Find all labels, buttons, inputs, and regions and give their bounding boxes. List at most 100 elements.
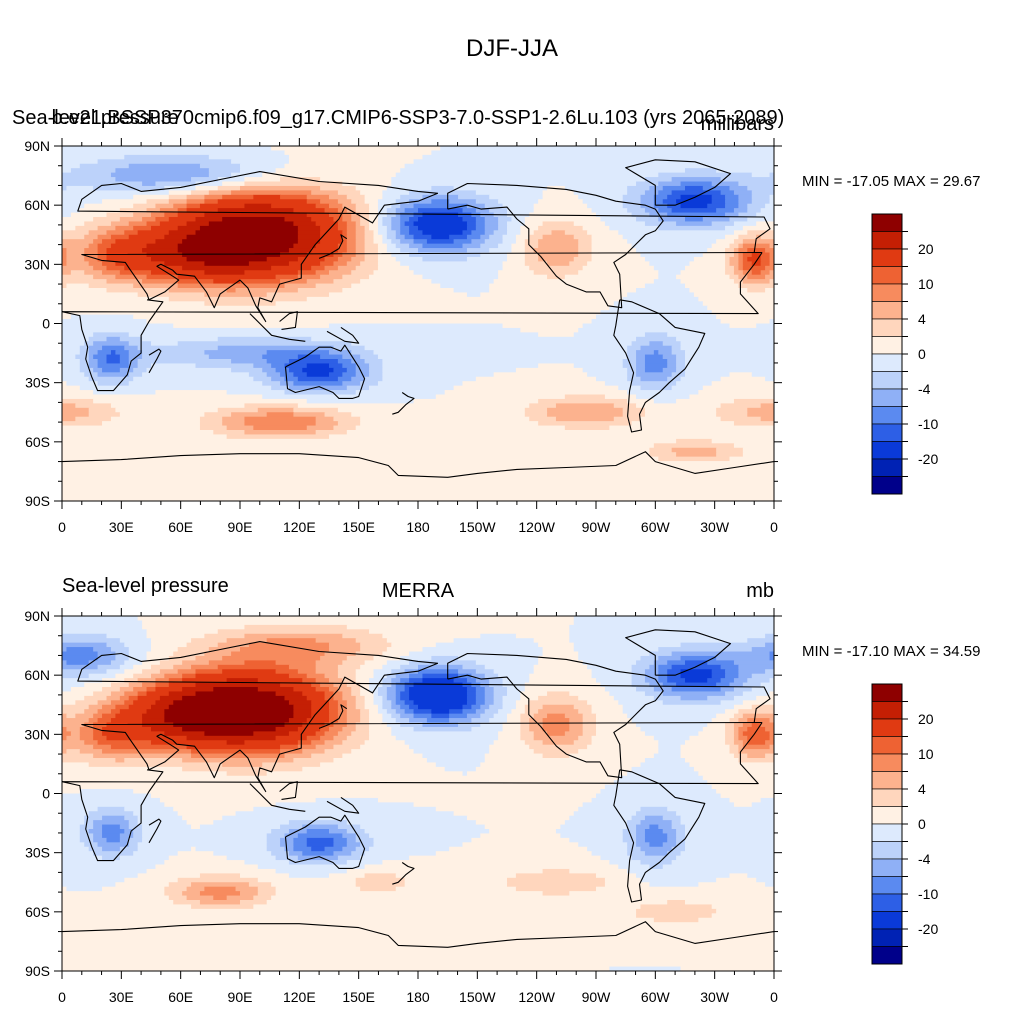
field-cell: [62, 718, 90, 724]
field-cell: [680, 655, 717, 661]
field-cell: [186, 735, 277, 741]
field-cell: [569, 815, 633, 821]
field-cell: [79, 359, 90, 365]
field-cell: [293, 687, 317, 693]
field-cell: [742, 744, 771, 750]
field-cell: [337, 669, 357, 675]
field-cell: [84, 248, 99, 254]
field-cell: [502, 700, 517, 706]
field-cell: [88, 350, 99, 356]
field-cell: [680, 345, 774, 351]
field-cell: [355, 185, 388, 191]
field-cell: [391, 177, 646, 183]
field-cell: [653, 203, 668, 209]
field-cell: [266, 900, 668, 906]
field-cell: [195, 673, 290, 679]
field-cell: [355, 208, 370, 214]
field-cell: [355, 704, 366, 710]
field-cell: [480, 713, 495, 719]
field-cell: [177, 243, 294, 249]
field-cell: [529, 726, 544, 732]
field-cell: [649, 824, 659, 830]
field-cell: [382, 704, 392, 710]
field-cell: [644, 815, 664, 821]
field-cell: [320, 261, 335, 267]
field-cell: [676, 367, 686, 373]
field-cell: [182, 758, 294, 764]
field-cell: [591, 735, 655, 741]
field-cell: [288, 159, 415, 165]
field-cell: [186, 256, 268, 262]
field-cell: [636, 288, 691, 294]
field-cell: [627, 292, 695, 298]
field-cell: [186, 194, 205, 200]
field-cell: [400, 221, 406, 227]
field-cell: [346, 704, 357, 710]
field-cell: [151, 793, 597, 799]
field-cell: [738, 203, 748, 209]
field-cell: [173, 664, 192, 670]
field-cell: [208, 172, 232, 178]
field-cell: [693, 292, 774, 298]
colorbar-box: [871, 476, 903, 495]
field-cell: [110, 691, 125, 697]
field-cell: [644, 407, 717, 413]
field-cell: [547, 731, 566, 737]
field-cell: [284, 376, 299, 382]
field-cell: [395, 687, 406, 693]
field-cell: [498, 731, 521, 737]
field-cell: [315, 243, 339, 249]
field-cell: [253, 731, 290, 737]
field-cell: [644, 837, 668, 843]
field-cell: [578, 806, 642, 812]
field-cell: [409, 225, 419, 231]
field-cell: [115, 274, 148, 280]
field-cell: [351, 283, 441, 289]
field-cell: [151, 363, 197, 369]
field-cell: [524, 217, 602, 223]
field-cell: [97, 234, 112, 240]
x-tick-label: 0: [58, 519, 66, 535]
field-cell: [182, 891, 201, 897]
field-cell: [760, 722, 774, 728]
field-cell: [288, 873, 330, 879]
field-cell: [591, 851, 628, 857]
field-cell: [204, 261, 250, 267]
field-cell: [636, 837, 646, 843]
field-cell: [747, 638, 774, 644]
field-cell: [62, 913, 637, 919]
field-cell: [631, 718, 713, 724]
field-cell: [231, 172, 263, 178]
field-cell: [62, 487, 774, 493]
field-cell: [738, 212, 757, 218]
field-cell: [231, 159, 290, 165]
field-cell: [142, 829, 272, 835]
field-cell: [346, 239, 357, 245]
field-cell: [195, 669, 223, 675]
colorbar-label: 4: [918, 311, 926, 327]
field-cell: [636, 363, 646, 369]
field-cell: [329, 323, 504, 329]
field-cell: [418, 704, 464, 710]
field-cell: [426, 239, 455, 245]
field-cell: [266, 846, 286, 852]
field-cell: [151, 647, 179, 653]
field-cell: [128, 234, 165, 240]
coastline: [81, 192, 763, 323]
field-cell: [315, 638, 357, 644]
field-cell: [208, 660, 246, 666]
field-cell: [364, 225, 370, 231]
field-cell: [662, 367, 677, 373]
panel-top-stats: MIN = -17.05 MAX = 29.67: [802, 173, 980, 190]
field-cell: [373, 837, 472, 843]
field-cell: [360, 212, 370, 218]
field-cell: [498, 709, 513, 715]
field-cell: [667, 837, 677, 843]
field-cell: [765, 376, 774, 382]
field-cell: [62, 957, 774, 963]
field-cell: [742, 239, 774, 245]
field-cell: [555, 403, 615, 409]
field-cell: [520, 735, 535, 741]
